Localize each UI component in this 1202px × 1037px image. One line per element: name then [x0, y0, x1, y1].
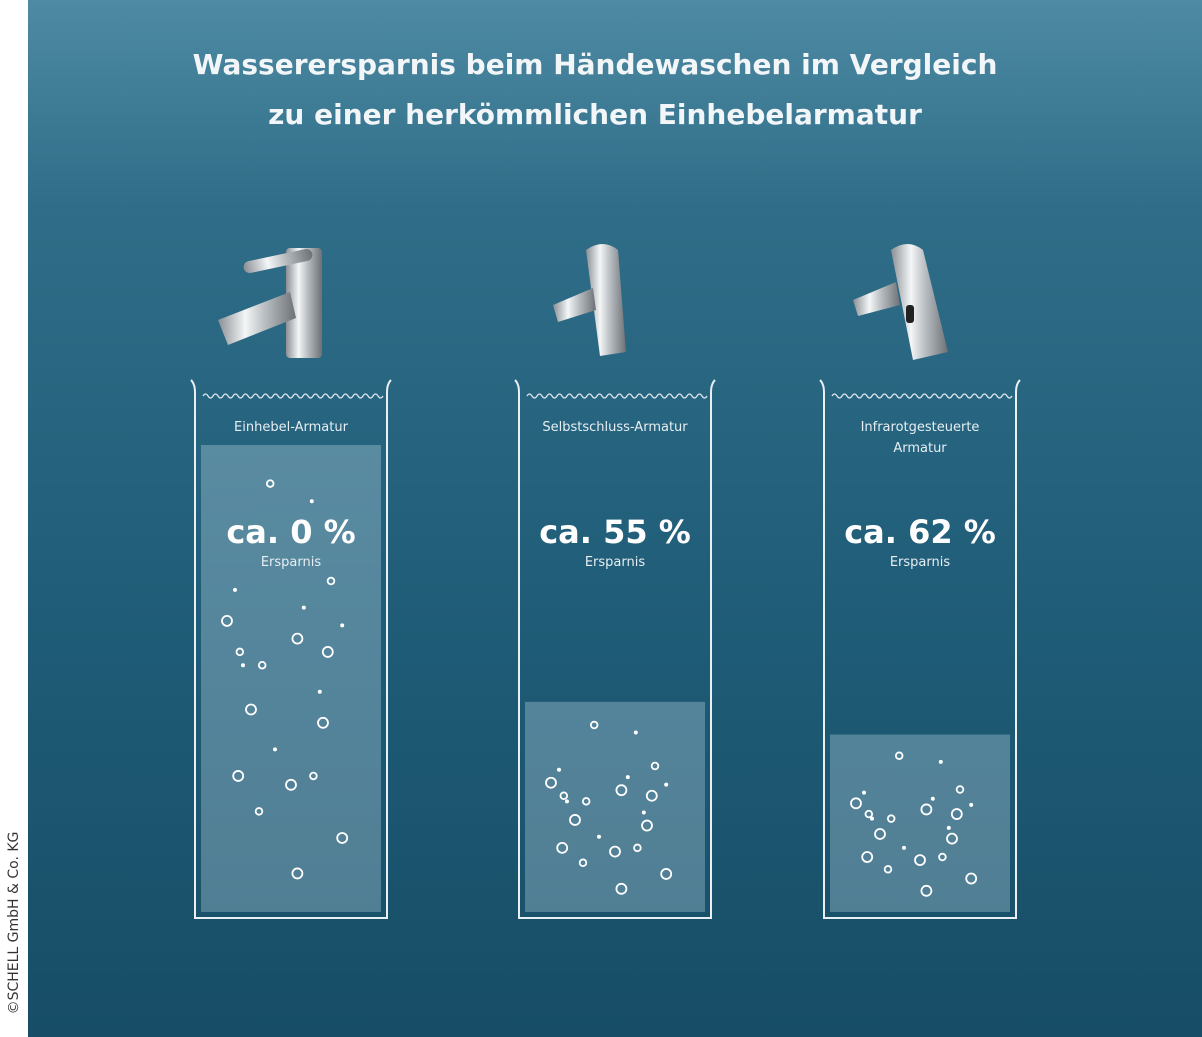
water-fill — [830, 735, 1010, 912]
page: Wasserersparnis beim Händewaschen im Ver… — [0, 0, 1202, 1037]
bubble — [565, 799, 569, 803]
bubble — [969, 803, 973, 807]
category-label: Einhebel-Armatur — [211, 417, 371, 438]
bubble — [273, 747, 277, 751]
category-label: Infrarotgesteuerte Armatur — [840, 417, 1000, 459]
bubble — [597, 835, 601, 839]
bubble — [664, 783, 668, 787]
bubble — [870, 817, 874, 821]
bubble — [557, 768, 561, 772]
bubble — [302, 606, 306, 610]
value-label: ca. 55 % — [505, 513, 725, 551]
bubble — [626, 775, 630, 779]
bubble — [318, 690, 322, 694]
credit: ©SCHELL GmbH & Co. KG — [6, 823, 22, 1023]
bubble — [310, 499, 314, 503]
bubble — [902, 846, 906, 850]
category-label: Selbstschluss-Armatur — [535, 417, 695, 438]
bubble — [931, 797, 935, 801]
bubble — [939, 760, 943, 764]
value-label: ca. 0 % — [181, 513, 401, 551]
bubble — [340, 623, 344, 627]
bubble — [642, 811, 646, 815]
value-caption: Ersparnis — [535, 555, 695, 570]
bubble — [233, 588, 237, 592]
bubble — [241, 663, 245, 667]
value-label: ca. 62 % — [810, 513, 1030, 551]
bubble — [947, 826, 951, 830]
bubble — [862, 791, 866, 795]
value-caption: Ersparnis — [840, 555, 1000, 570]
value-caption: Ersparnis — [211, 555, 371, 570]
chart-title: Wasserersparnis beim Händewaschen im Ver… — [170, 40, 1020, 140]
water-fill — [525, 702, 705, 912]
bubble — [634, 730, 638, 734]
